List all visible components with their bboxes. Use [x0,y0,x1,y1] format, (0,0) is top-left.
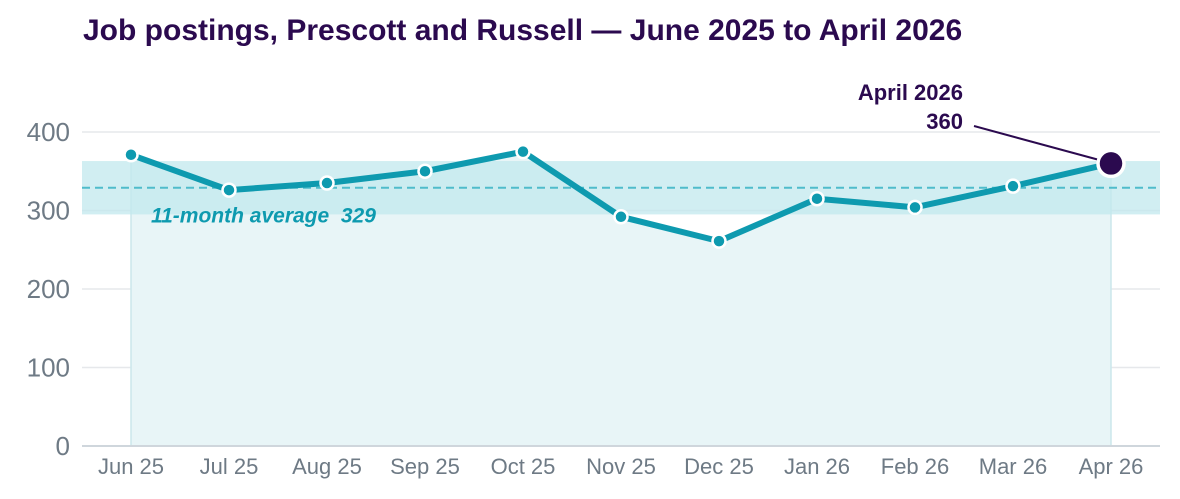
x-tick-label: Feb 26 [881,454,950,479]
x-tick-label: Nov 25 [586,454,656,479]
data-point [1005,178,1021,194]
y-tick-label: 0 [56,431,70,461]
callout-leader-line [973,125,1098,161]
x-tick-label: Jan 26 [784,454,850,479]
y-tick-label: 100 [27,353,70,383]
data-point [123,147,139,163]
data-point [417,163,433,179]
x-axis-ticks: Jun 25 Jul 25 Aug 25 Sep 25 Oct 25 Nov 25 Dec … [98,454,1143,479]
average-label: 11-month average 329 [151,205,376,228]
x-tick-label: Aug 25 [292,454,362,479]
x-tick-label: Mar 26 [979,454,1047,479]
callout-value: 360 [926,109,963,134]
x-tick-label: Jun 25 [98,454,164,479]
y-tick-label: 400 [27,117,70,147]
data-point [221,182,237,198]
data-point [711,233,727,249]
data-point [319,175,335,191]
chart-title: Job postings, Prescott and Russell — Jun… [83,14,963,47]
data-point [515,143,531,160]
y-tick-label: 300 [27,196,70,226]
data-point [809,190,825,207]
x-tick-label: Apr 26 [1079,454,1144,479]
callout-title: April 2026 [858,80,963,105]
x-tick-label: Jul 25 [200,454,259,479]
data-point [907,199,923,216]
x-tick-label: Sep 25 [390,454,460,479]
highlight-point [1096,148,1126,179]
data-points [123,143,1126,249]
y-axis-ticks: 0 100 200 300 400 [27,117,70,461]
x-tick-label: Oct 25 [491,454,556,479]
x-tick-label: Dec 25 [684,454,754,479]
y-tick-label: 200 [27,274,70,304]
data-point [613,209,629,225]
